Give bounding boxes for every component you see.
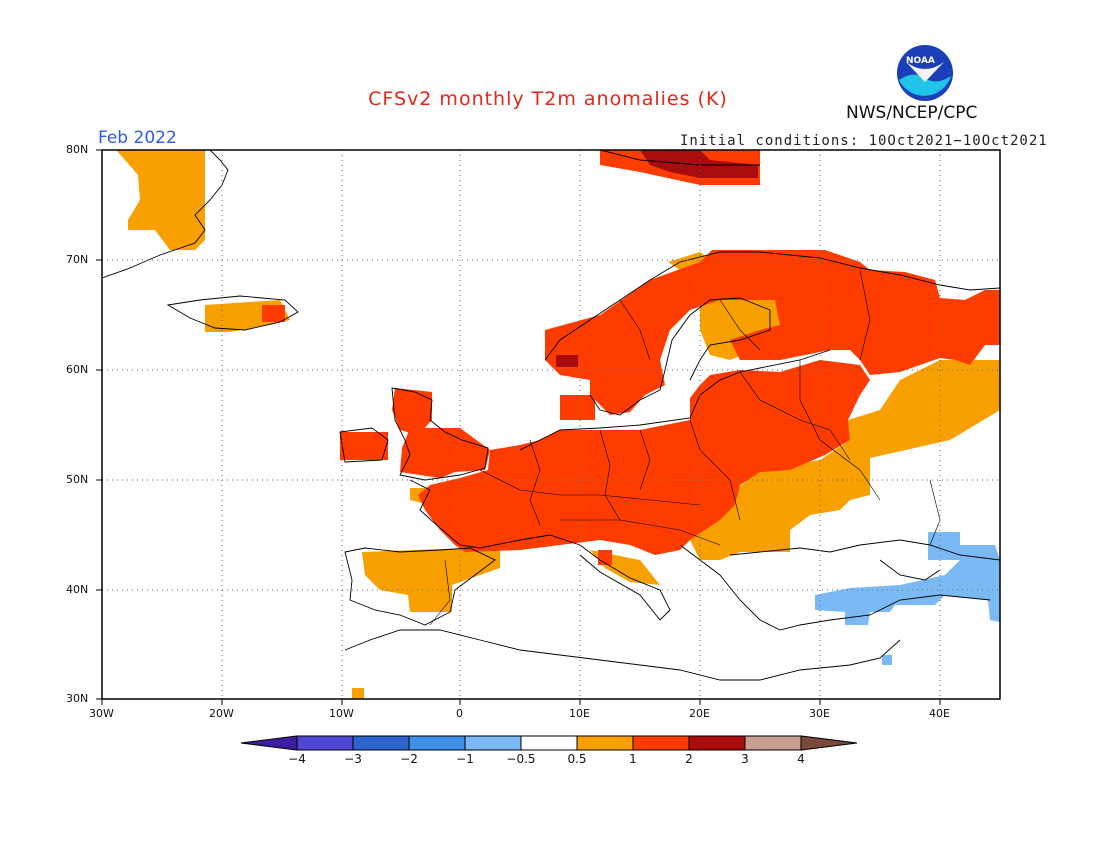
lon-label-20w: 20W (209, 707, 234, 720)
colorbar-swatch (576, 735, 634, 751)
lon-label-0: 0 (456, 707, 463, 720)
anomaly-region-darkred (556, 150, 758, 367)
colorbar-swatch (464, 735, 522, 751)
colorbar-label: −3 (344, 752, 362, 766)
colorbar-label: −2 (400, 752, 418, 766)
lon-label-30w: 30W (89, 707, 114, 720)
map-title: CFSv2 monthly T2m anomalies (K) (368, 88, 728, 110)
colorbar-label: 1 (629, 752, 637, 766)
colorbar-swatch (520, 735, 578, 751)
coastlines (102, 150, 1000, 681)
anomaly-region-orange (116, 150, 1000, 699)
colorbar-swatch (744, 735, 802, 751)
lon-label-10w: 10W (329, 707, 354, 720)
lat-label-60n: 60N (66, 363, 89, 376)
lat-label-30n: 30N (66, 692, 89, 705)
colorbar-swatch (688, 735, 746, 751)
noaa-logo-text: NOAA (906, 56, 935, 66)
map-frame (101, 149, 1001, 700)
axis-ticks (96, 149, 941, 705)
colorbar-label: 0.5 (567, 752, 587, 766)
colorbar-arrow-low (240, 735, 298, 751)
colorbar-swatch (352, 735, 410, 751)
colorbar-arrow-high (800, 735, 858, 751)
lat-label-40n: 40N (66, 583, 89, 596)
lat-label-80n: 80N (66, 143, 89, 156)
colorbar-label: 2 (685, 752, 693, 766)
lon-label-20e: 20E (689, 707, 710, 720)
anomaly-region-lightblue (815, 532, 1000, 665)
lon-label-10e: 10E (569, 707, 590, 720)
colorbar-label: −1 (456, 752, 474, 766)
colorbar-swatch (296, 735, 354, 751)
colorbar-label: −4 (288, 752, 306, 766)
lat-label-50n: 50N (66, 473, 89, 486)
colorbar-swatch (408, 735, 466, 751)
colorbar-label: 3 (741, 752, 749, 766)
colorbar-label: 4 (797, 752, 805, 766)
colorbar-swatch (632, 735, 690, 751)
agency-label: NWS/NCEP/CPC (846, 103, 978, 123)
forecast-period: Feb 2022 (98, 128, 177, 148)
colorbar-label: −0.5 (506, 752, 536, 766)
lon-label-30e: 30E (809, 707, 830, 720)
noaa-logo: NOAA (894, 42, 956, 104)
initial-conditions: Initial conditions: 10Oct2021−10Oct2021 (680, 133, 1048, 149)
lon-label-40e: 40E (929, 707, 950, 720)
lat-label-70n: 70N (66, 253, 89, 266)
